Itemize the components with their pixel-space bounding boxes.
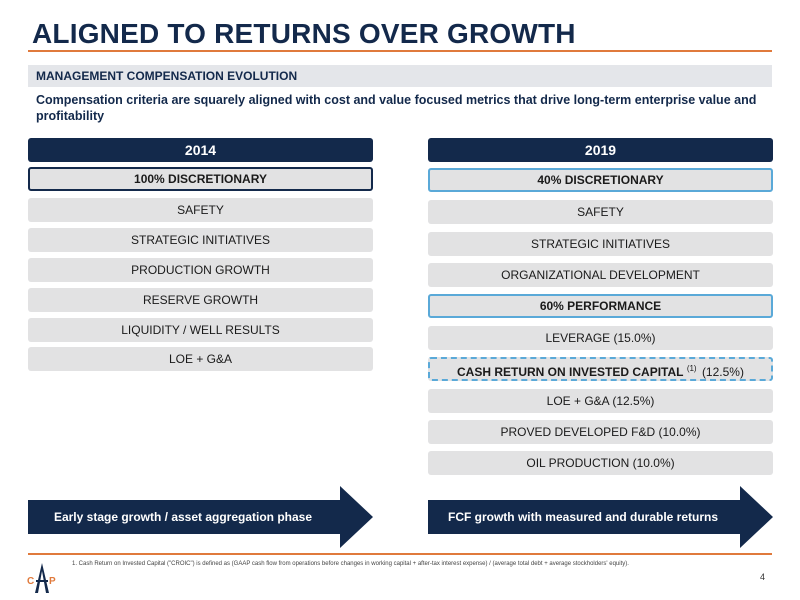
footer-rule: [28, 553, 772, 555]
arrow-2019-label: FCF growth with measured and durable ret…: [447, 510, 719, 524]
item-2019-performance: 60% PERFORMANCE: [428, 294, 773, 318]
croic-footnote-mark: (1): [686, 364, 697, 373]
svg-text:C: C: [27, 576, 34, 587]
title-rule: [28, 50, 772, 52]
item-2014-discretionary: 100% DISCRETIONARY: [28, 167, 373, 191]
item-2014-liquidity: LIQUIDITY / WELL RESULTS: [28, 318, 373, 342]
section-band: MANAGEMENT COMPENSATION EVOLUTION: [28, 65, 772, 87]
section-label: MANAGEMENT COMPENSATION EVOLUTION: [36, 69, 298, 83]
croic-weight: (12.5%): [701, 365, 744, 379]
logo-derrick-icon: C P: [27, 563, 56, 593]
item-2019-leverage: LEVERAGE (15.0%): [428, 326, 773, 350]
item-2019-strategic-initiatives: STRATEGIC INITIATIVES: [428, 232, 773, 256]
item-2019-croic: CASH RETURN ON INVESTED CAPITAL (1) (12.…: [428, 357, 773, 381]
column-header-2014: 2014: [28, 138, 373, 162]
item-2019-organizational-development: ORGANIZATIONAL DEVELOPMENT: [428, 263, 773, 287]
item-2014-loe-ga: LOE + G&A: [28, 347, 373, 371]
arrow-2014: Early stage growth / asset aggregation p…: [28, 486, 373, 548]
company-logo: C P: [26, 562, 58, 594]
subtitle: Compensation criteria are squarely align…: [36, 93, 757, 123]
arrow-2014-shape: [28, 486, 373, 548]
page-title: ALIGNED TO RETURNS OVER GROWTH: [32, 18, 576, 49]
footnote: 1. Cash Return on Invested Capital ("CRO…: [72, 561, 629, 567]
column-header-2019: 2019: [428, 138, 773, 162]
item-2019-proved-developed-fd: PROVED DEVELOPED F&D (10.0%): [428, 420, 773, 444]
croic-label: CASH RETURN ON INVESTED CAPITAL: [457, 365, 684, 379]
item-2019-safety: SAFETY: [428, 200, 773, 224]
item-2014-reserve-growth: RESERVE GROWTH: [28, 288, 373, 312]
item-2014-production-growth: PRODUCTION GROWTH: [28, 258, 373, 282]
arrow-2014-label: Early stage growth / asset aggregation p…: [53, 510, 313, 524]
arrow-2019: FCF growth with measured and durable ret…: [428, 486, 773, 548]
page-number: 4: [760, 572, 766, 582]
item-2019-discretionary: 40% DISCRETIONARY: [428, 168, 773, 192]
item-2019-oil-production: OIL PRODUCTION (10.0%): [428, 451, 773, 475]
svg-text:P: P: [49, 576, 56, 587]
item-2019-loe-ga: LOE + G&A (12.5%): [428, 389, 773, 413]
item-2014-strategic-initiatives: STRATEGIC INITIATIVES: [28, 228, 373, 252]
item-2014-safety: SAFETY: [28, 198, 373, 222]
arrow-2019-shape: [428, 486, 773, 548]
